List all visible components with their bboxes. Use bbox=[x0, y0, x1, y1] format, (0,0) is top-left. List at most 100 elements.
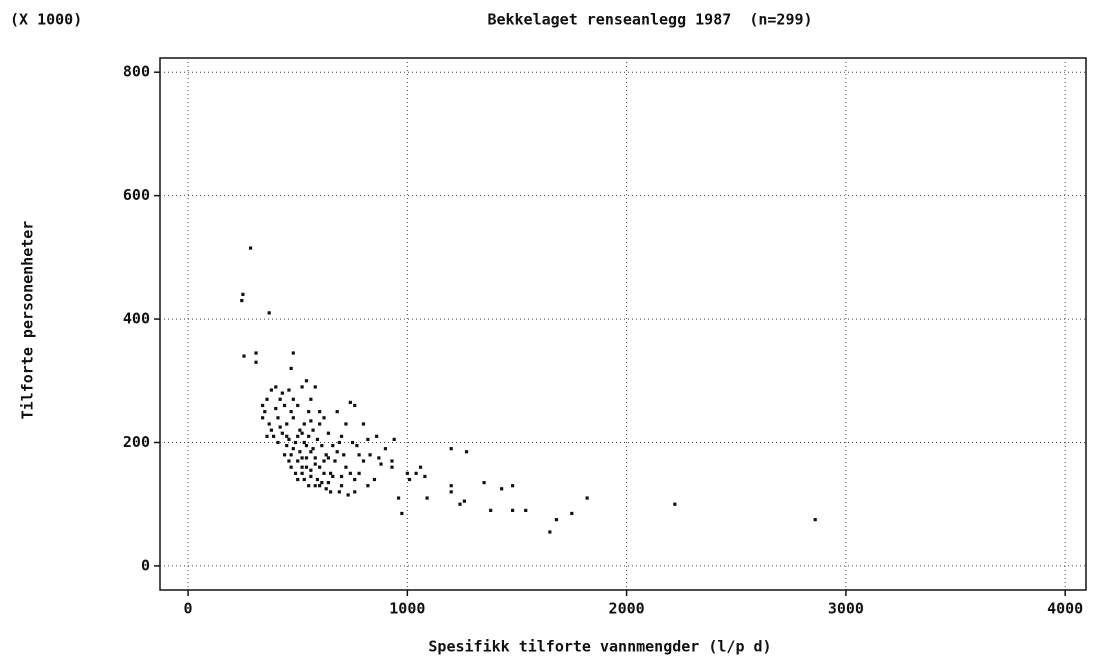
x-tick-label: 1000 bbox=[389, 600, 425, 618]
point bbox=[510, 508, 515, 512]
y-tick-label: 200 bbox=[123, 433, 150, 451]
point bbox=[289, 453, 293, 457]
point bbox=[296, 434, 300, 438]
point bbox=[291, 397, 295, 401]
point bbox=[287, 459, 291, 463]
point bbox=[510, 484, 515, 488]
point bbox=[240, 298, 244, 303]
point bbox=[464, 450, 469, 454]
point bbox=[307, 434, 311, 438]
point bbox=[348, 400, 352, 404]
y-tick-label: 600 bbox=[123, 186, 150, 204]
point bbox=[337, 490, 341, 494]
point bbox=[449, 490, 453, 494]
point bbox=[326, 481, 331, 485]
point bbox=[241, 292, 245, 296]
plot-frame bbox=[159, 57, 1087, 591]
point bbox=[287, 388, 291, 392]
point bbox=[353, 477, 357, 482]
point bbox=[320, 443, 324, 448]
point bbox=[307, 410, 311, 414]
point bbox=[300, 431, 304, 435]
y-tick-label: 0 bbox=[141, 556, 150, 574]
x-tick-label: 4000 bbox=[1047, 600, 1083, 618]
point bbox=[322, 471, 326, 475]
scale-annotation: (X 1000) bbox=[10, 11, 82, 29]
point bbox=[326, 431, 331, 435]
point bbox=[309, 397, 313, 401]
point bbox=[291, 447, 295, 451]
point bbox=[282, 453, 287, 457]
point bbox=[309, 450, 313, 454]
point bbox=[242, 354, 246, 358]
point bbox=[570, 511, 574, 516]
point bbox=[353, 490, 357, 494]
point bbox=[324, 453, 328, 457]
point bbox=[309, 419, 313, 423]
point bbox=[673, 502, 677, 506]
point bbox=[261, 403, 265, 408]
point bbox=[335, 410, 339, 414]
point bbox=[366, 484, 370, 488]
point bbox=[265, 434, 269, 438]
point bbox=[322, 416, 326, 420]
point bbox=[313, 385, 317, 389]
point bbox=[302, 477, 306, 482]
point bbox=[269, 428, 273, 432]
point bbox=[289, 366, 293, 371]
point bbox=[274, 385, 278, 389]
point bbox=[285, 443, 289, 448]
point bbox=[280, 391, 284, 395]
point bbox=[418, 465, 423, 469]
point bbox=[813, 518, 817, 522]
point bbox=[302, 422, 306, 426]
point bbox=[548, 530, 552, 534]
point bbox=[524, 508, 528, 512]
point bbox=[346, 493, 350, 497]
point bbox=[269, 388, 273, 392]
point bbox=[405, 471, 409, 475]
point bbox=[379, 462, 383, 466]
point bbox=[366, 437, 370, 442]
point bbox=[318, 484, 322, 488]
point bbox=[407, 477, 412, 482]
point bbox=[400, 511, 404, 516]
point bbox=[482, 481, 486, 485]
y-tick-label: 400 bbox=[123, 310, 150, 328]
point bbox=[313, 462, 317, 466]
point bbox=[344, 465, 348, 469]
point bbox=[318, 465, 322, 469]
point bbox=[348, 471, 352, 475]
point bbox=[274, 406, 278, 411]
point bbox=[300, 465, 304, 469]
y-axis-label: Tilforte personenheter bbox=[19, 221, 37, 420]
point bbox=[293, 440, 298, 445]
point bbox=[254, 360, 258, 364]
point bbox=[333, 459, 337, 463]
point bbox=[392, 437, 396, 442]
point bbox=[318, 410, 322, 414]
point bbox=[377, 456, 381, 460]
point bbox=[368, 453, 372, 457]
point bbox=[300, 471, 304, 475]
point bbox=[320, 481, 324, 485]
point bbox=[278, 425, 282, 429]
point bbox=[339, 474, 344, 479]
point bbox=[280, 431, 284, 435]
point bbox=[355, 443, 359, 448]
point bbox=[449, 447, 453, 451]
point bbox=[300, 385, 304, 389]
point bbox=[285, 422, 289, 426]
point bbox=[289, 465, 293, 469]
point bbox=[311, 428, 315, 432]
x-tick-label: 2000 bbox=[609, 600, 645, 618]
point bbox=[291, 416, 295, 420]
point bbox=[300, 456, 304, 460]
x-tick-label: 0 bbox=[184, 600, 193, 618]
point bbox=[423, 474, 427, 479]
point bbox=[282, 403, 287, 408]
point bbox=[489, 508, 493, 512]
point bbox=[267, 311, 271, 315]
point bbox=[285, 434, 289, 438]
point bbox=[353, 403, 357, 408]
